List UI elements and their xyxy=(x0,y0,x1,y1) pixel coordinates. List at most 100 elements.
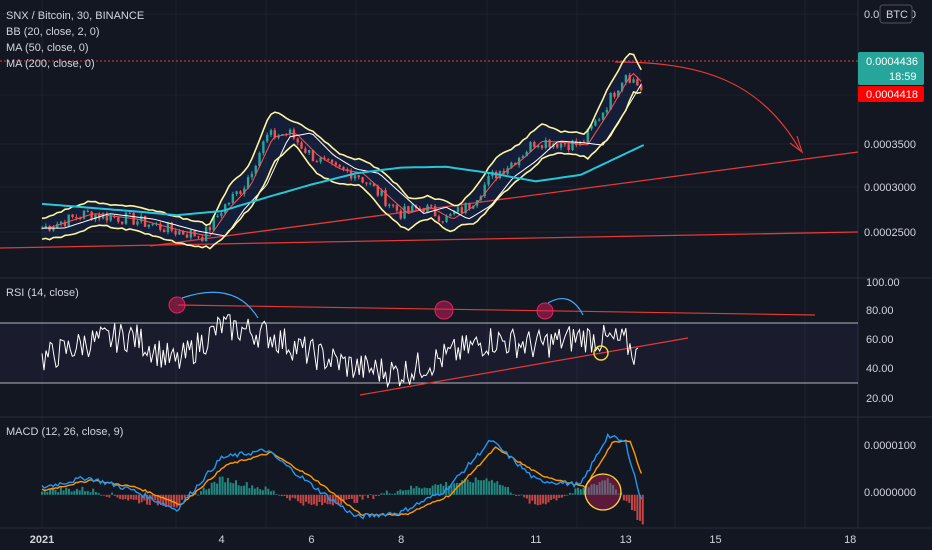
trend-line-lower[interactable] xyxy=(0,231,859,249)
rsi-peak-marker-1[interactable] xyxy=(168,296,186,314)
candle[interactable] xyxy=(380,190,383,196)
candle[interactable] xyxy=(369,183,372,185)
symbol-title[interactable]: SNX / Bitcoin, 30, BINANCE xyxy=(6,10,144,22)
candle[interactable] xyxy=(411,205,414,213)
candle[interactable] xyxy=(437,216,441,222)
rsi-support-line[interactable] xyxy=(359,337,689,396)
candle[interactable] xyxy=(307,150,311,153)
candle[interactable] xyxy=(292,129,296,139)
candle[interactable] xyxy=(468,203,471,209)
candle[interactable] xyxy=(140,215,143,222)
ma200-line[interactable] xyxy=(41,144,645,217)
candle[interactable] xyxy=(231,194,235,203)
candle[interactable] xyxy=(178,231,181,235)
candle[interactable] xyxy=(52,227,55,231)
candle[interactable] xyxy=(540,145,544,148)
price-axis[interactable]: 0.0005000 0.0003500 0.0003000 0.0002500 xyxy=(864,9,916,239)
rsi-resistance-line[interactable] xyxy=(177,304,816,316)
bb-basis-line[interactable] xyxy=(42,72,642,237)
bb-lower-line[interactable] xyxy=(41,90,642,250)
macd-line[interactable] xyxy=(41,432,643,520)
candle[interactable] xyxy=(296,138,299,143)
candle[interactable] xyxy=(578,141,582,146)
bb-upper-line[interactable] xyxy=(41,52,642,227)
main-legend[interactable]: SNX / Bitcoin, 30, BINANCE BB (20, close… xyxy=(6,10,144,70)
main-pane[interactable] xyxy=(0,52,859,250)
rsi-axis[interactable]: 100.00 80.00 60.00 40.00 20.00 xyxy=(866,277,900,405)
candle[interactable] xyxy=(361,177,364,183)
candle[interactable] xyxy=(426,205,429,212)
candle[interactable] xyxy=(613,92,616,97)
candle[interactable] xyxy=(182,231,185,235)
candle[interactable] xyxy=(78,218,82,220)
candle[interactable] xyxy=(201,237,204,242)
rsi-peak-marker-2[interactable] xyxy=(434,300,454,320)
candle[interactable] xyxy=(174,230,177,235)
candle[interactable] xyxy=(223,204,227,214)
candle[interactable] xyxy=(582,141,586,143)
candle[interactable] xyxy=(44,226,48,229)
candle[interactable] xyxy=(407,206,410,213)
candle[interactable] xyxy=(300,142,303,149)
candle[interactable] xyxy=(189,230,193,238)
candle[interactable] xyxy=(338,164,341,168)
candle[interactable] xyxy=(63,221,67,227)
candle[interactable] xyxy=(571,140,574,151)
candle[interactable] xyxy=(388,204,391,206)
candle[interactable] xyxy=(124,212,128,224)
macd-pane[interactable] xyxy=(41,432,644,525)
candle[interactable] xyxy=(605,109,609,113)
candle[interactable] xyxy=(598,119,601,121)
candle[interactable] xyxy=(430,205,433,207)
candle[interactable] xyxy=(456,207,460,213)
candle[interactable] xyxy=(273,130,277,138)
candle[interactable] xyxy=(624,75,628,83)
candle[interactable] xyxy=(288,129,292,135)
macd-signal-line[interactable] xyxy=(41,439,643,517)
candle[interactable] xyxy=(151,224,154,226)
candle[interactable] xyxy=(487,176,490,185)
indicator-ma200-label[interactable]: MA (200, close, 0) xyxy=(6,58,95,70)
candle[interactable] xyxy=(75,217,78,219)
candle[interactable] xyxy=(536,145,540,148)
candle[interactable] xyxy=(220,213,223,216)
candle[interactable] xyxy=(391,204,395,206)
time-axis[interactable]: 2021 4 6 8 11 13 15 18 xyxy=(30,534,857,546)
candle[interactable] xyxy=(544,140,547,148)
rsi-current-marker[interactable] xyxy=(593,345,609,361)
candle[interactable] xyxy=(327,158,330,160)
candle[interactable] xyxy=(460,207,464,214)
candle[interactable] xyxy=(422,208,425,212)
candle[interactable] xyxy=(59,221,63,224)
candle[interactable] xyxy=(403,206,406,219)
candle[interactable] xyxy=(120,221,124,224)
candle[interactable] xyxy=(342,167,345,170)
candle[interactable] xyxy=(319,157,322,162)
candle[interactable] xyxy=(262,141,265,154)
candle[interactable] xyxy=(136,221,139,225)
candle[interactable] xyxy=(212,216,215,231)
candle[interactable] xyxy=(533,142,536,148)
candle[interactable] xyxy=(556,143,559,148)
candle[interactable] xyxy=(304,148,307,153)
candle[interactable] xyxy=(620,82,624,91)
candle[interactable] xyxy=(40,228,44,230)
candle[interactable] xyxy=(449,214,452,217)
candle[interactable] xyxy=(548,140,551,148)
rsi-arc-1[interactable] xyxy=(181,291,259,319)
candle[interactable] xyxy=(399,210,402,219)
candle[interactable] xyxy=(639,85,643,91)
candle[interactable] xyxy=(208,226,212,231)
rsi-pane[interactable] xyxy=(0,291,858,396)
candle[interactable] xyxy=(441,221,444,223)
candle[interactable] xyxy=(594,120,597,126)
candle[interactable] xyxy=(628,75,631,83)
candle[interactable] xyxy=(250,173,254,178)
candle[interactable] xyxy=(265,134,269,142)
candle[interactable] xyxy=(586,128,589,143)
candle[interactable] xyxy=(445,216,448,222)
indicator-ma50-label[interactable]: MA (50, close, 0) xyxy=(6,42,89,54)
candle[interactable] xyxy=(510,162,513,169)
candle[interactable] xyxy=(384,190,387,206)
